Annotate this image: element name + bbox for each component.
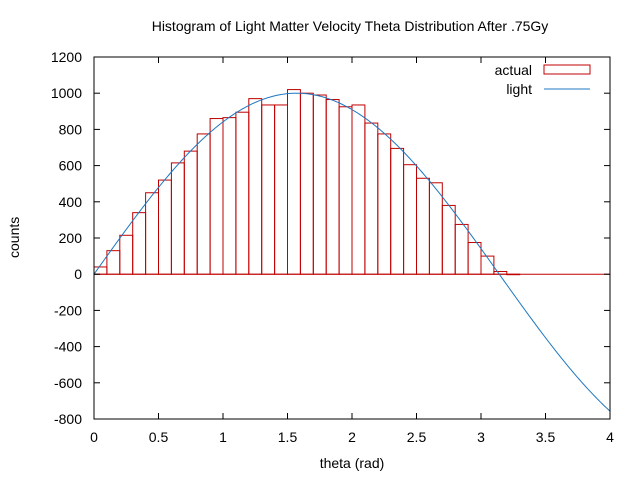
x-tick-label: 3 <box>477 429 485 445</box>
histogram-bar <box>196 133 211 275</box>
histogram-bar <box>467 242 482 275</box>
histogram-bar <box>132 212 147 275</box>
light-series-line <box>93 92 611 412</box>
histogram-bar <box>274 104 289 275</box>
y-tick-label: -600 <box>54 375 82 391</box>
x-tick-label: 2 <box>348 429 356 445</box>
y-tick-label: 1200 <box>51 49 82 65</box>
histogram-bar <box>209 118 224 275</box>
x-tick-label: 2.5 <box>407 429 427 445</box>
x-tick-label: 4 <box>606 429 614 445</box>
histogram-bar <box>441 204 456 275</box>
histogram-bar <box>248 98 263 275</box>
histogram-bar <box>119 234 134 275</box>
histogram-bar <box>235 111 250 275</box>
histogram-bar <box>390 147 405 275</box>
y-tick-label: -400 <box>54 339 82 355</box>
histogram-bar <box>377 133 392 275</box>
x-tick-label: 3.5 <box>536 429 556 445</box>
histogram-bar <box>325 99 340 275</box>
y-axis-label: counts <box>6 216 22 258</box>
legend-label-actual: actual <box>495 62 532 78</box>
histogram-bar <box>299 92 314 275</box>
histogram-bar <box>287 89 301 275</box>
y-tick-label: 200 <box>59 230 83 246</box>
y-tick-label: 400 <box>59 194 83 210</box>
histogram-bar <box>158 179 172 275</box>
x-axis-label: theta (rad) <box>319 455 385 471</box>
x-tick-label: 0 <box>90 429 98 445</box>
histogram-bar <box>403 164 418 275</box>
histogram-bar <box>454 223 469 275</box>
legend-label-light: light <box>506 81 532 97</box>
histogram-bars <box>93 89 610 276</box>
x-tick-label: 1 <box>219 429 227 445</box>
x-tick-label: 1.5 <box>278 429 298 445</box>
histogram-bar <box>261 104 276 275</box>
histogram-bar <box>416 177 430 275</box>
legend: actual light <box>495 62 591 97</box>
histogram-bar <box>312 94 327 275</box>
light-curve-group <box>93 92 611 412</box>
y-tick-label: 0 <box>74 266 82 282</box>
x-tick-label: 0.5 <box>149 429 169 445</box>
histogram-bar <box>183 150 198 275</box>
legend-swatch-actual <box>543 64 591 75</box>
histogram-bar <box>93 266 108 275</box>
histogram-bar <box>170 162 185 275</box>
histogram-bar <box>480 255 495 275</box>
y-tick-label: -200 <box>54 302 82 318</box>
histogram-bar <box>145 192 160 275</box>
histogram-bar <box>338 106 353 275</box>
chart-title: Histogram of Light Matter Velocity Theta… <box>151 18 549 34</box>
y-tick-label: 800 <box>59 121 83 137</box>
ticks: 0 0.5 1 1.5 2 2.5 3 3.5 4 -800 -600 -400 -200 0 200 400… <box>51 49 614 445</box>
histogram-bar <box>428 182 443 275</box>
y-tick-label: 600 <box>59 158 83 174</box>
histogram-bar <box>351 104 366 275</box>
y-tick-label: -800 <box>54 411 82 427</box>
histogram-bar <box>364 122 379 275</box>
histogram-bar <box>222 117 237 275</box>
y-tick-label: 1000 <box>51 85 82 101</box>
